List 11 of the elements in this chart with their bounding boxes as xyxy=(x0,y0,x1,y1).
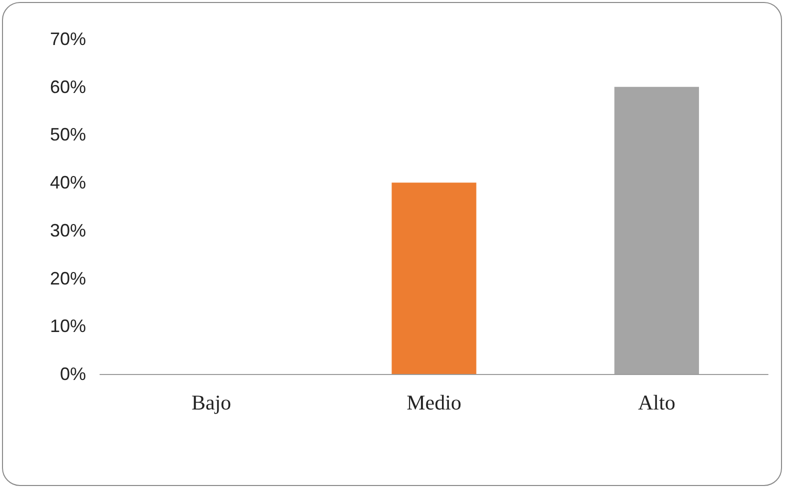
x-tick-label: Alto xyxy=(638,390,676,414)
y-tick-label: 70% xyxy=(50,29,86,49)
y-tick-label: 0% xyxy=(60,364,86,384)
y-tick-label: 30% xyxy=(50,220,86,240)
y-tick-label: 60% xyxy=(50,76,86,97)
x-tick-label: Bajo xyxy=(191,390,232,414)
x-tick-label: Medio xyxy=(406,390,462,414)
y-tick-label: 50% xyxy=(50,124,86,145)
y-tick-label: 10% xyxy=(50,316,86,336)
y-tick-label: 20% xyxy=(50,268,86,288)
y-tick-label: 40% xyxy=(50,172,86,193)
